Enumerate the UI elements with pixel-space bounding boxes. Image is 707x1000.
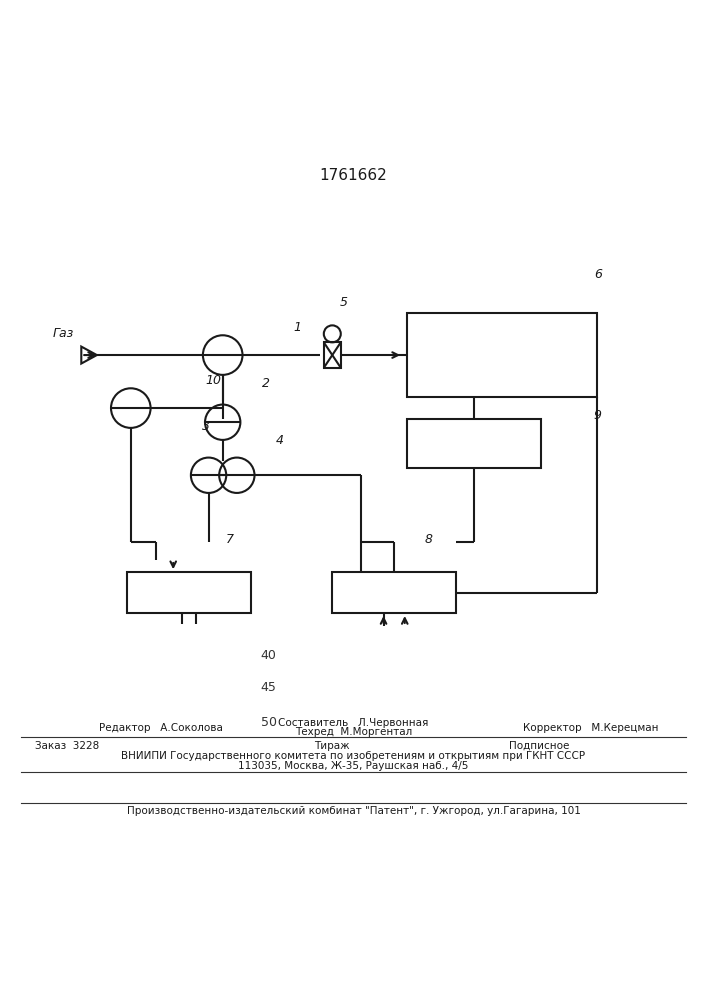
Text: 3: 3 [201,420,209,433]
Text: 10: 10 [205,374,221,387]
Text: Производственно-издательский комбинат "Патент", г. Ужгород, ул.Гагарина, 101: Производственно-издательский комбинат "П… [127,806,580,816]
Text: 50: 50 [261,716,276,729]
Bar [407,419,541,468]
Text: Техред  М.Моргентал: Техред М.Моргентал [295,727,412,737]
Text: 113035, Москва, Ж-35, Раушская наб., 4/5: 113035, Москва, Ж-35, Раушская наб., 4/5 [238,761,469,771]
Bar [407,313,597,397]
Text: 2: 2 [262,377,269,390]
Text: 7: 7 [226,533,234,546]
Text: Редактор   А.Соколова: Редактор А.Соколова [99,723,223,733]
Bar [127,572,251,613]
Bar [332,572,456,613]
Text: 45: 45 [261,681,276,694]
Text: 4: 4 [276,434,284,447]
Text: Тираж: Тираж [315,741,350,751]
Text: 8: 8 [424,533,432,546]
Text: 1: 1 [293,321,301,334]
Text: Подписное: Подписное [509,741,569,751]
Text: Заказ  3228: Заказ 3228 [35,741,100,751]
Text: Корректор   М.Керецман: Корректор М.Керецман [523,723,659,733]
Text: 5: 5 [339,296,347,309]
Text: 1761662: 1761662 [320,168,387,183]
Text: 9: 9 [594,409,602,422]
Text: 40: 40 [261,649,276,662]
Bar [324,342,341,368]
Text: ВНИИПИ Государственного комитета по изобретениям и открытиям при ГКНТ СССР: ВНИИПИ Государственного комитета по изоб… [122,751,585,761]
Text: 6: 6 [594,268,602,281]
Text: Составитель   Л.Червонная: Составитель Л.Червонная [279,718,428,728]
Text: Газ: Газ [53,327,74,340]
